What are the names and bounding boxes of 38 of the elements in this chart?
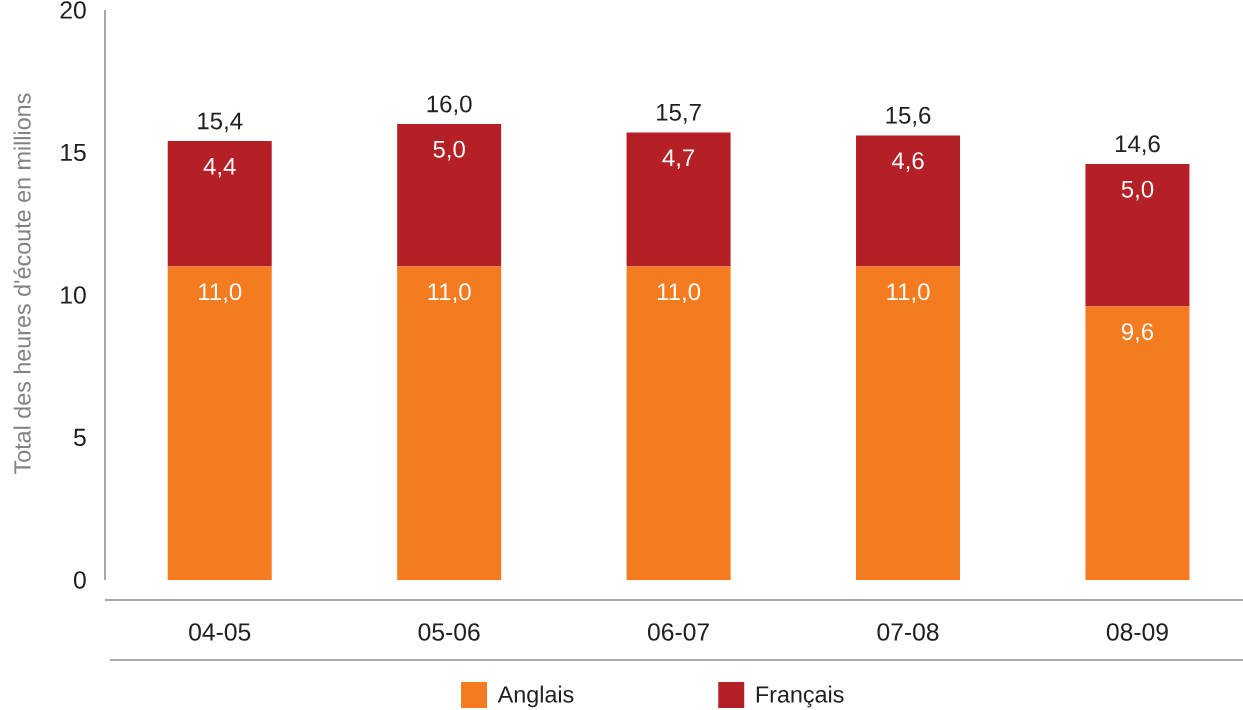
bar [626,132,731,267]
data-label: 4,6 [891,152,924,172]
bar [397,123,502,267]
y-tick-label: 0 [73,571,86,589]
data-label: 11,0 [428,283,471,304]
y-tick-label: 15 [61,143,86,162]
total-label: 15,6 [886,106,931,127]
bar [167,141,272,267]
bar [397,266,502,580]
data-label: 9,6 [1121,323,1154,343]
y-axis-title: Total des heures d'écoute en millions [13,93,31,475]
data-label: 11,0 [199,283,242,304]
x-tick-label: 06-07 [648,623,709,641]
y-tick-label: 5 [74,428,86,447]
data-label: 5,0 [433,140,465,161]
data-label: 11,0 [887,283,930,304]
legend-label: Anglais [497,685,574,708]
bar [1085,163,1190,307]
y-tick-label: 10 [61,286,86,304]
x-tick-label: 07-08 [877,623,939,641]
data-label: 4,4 [203,157,236,178]
data-label: 4,7 [662,149,695,169]
data-label: 11,0 [657,283,701,304]
total-label: 14,6 [1115,135,1160,156]
total-label: 15,7 [657,104,701,124]
legend-label: Français [756,685,844,708]
data-label: 5,0 [1121,180,1154,201]
bar [167,266,272,580]
x-tick-label: 08-09 [1106,623,1168,641]
bar [626,266,731,580]
x-tick-label: 05-06 [418,623,480,641]
total-label: 15,4 [198,112,243,133]
y-tick-label: 20 [60,1,86,19]
bar [856,266,961,580]
bar [1085,306,1190,580]
total-label: 16,0 [427,95,472,116]
bar [856,135,961,267]
x-tick-label: 04-05 [189,623,251,641]
